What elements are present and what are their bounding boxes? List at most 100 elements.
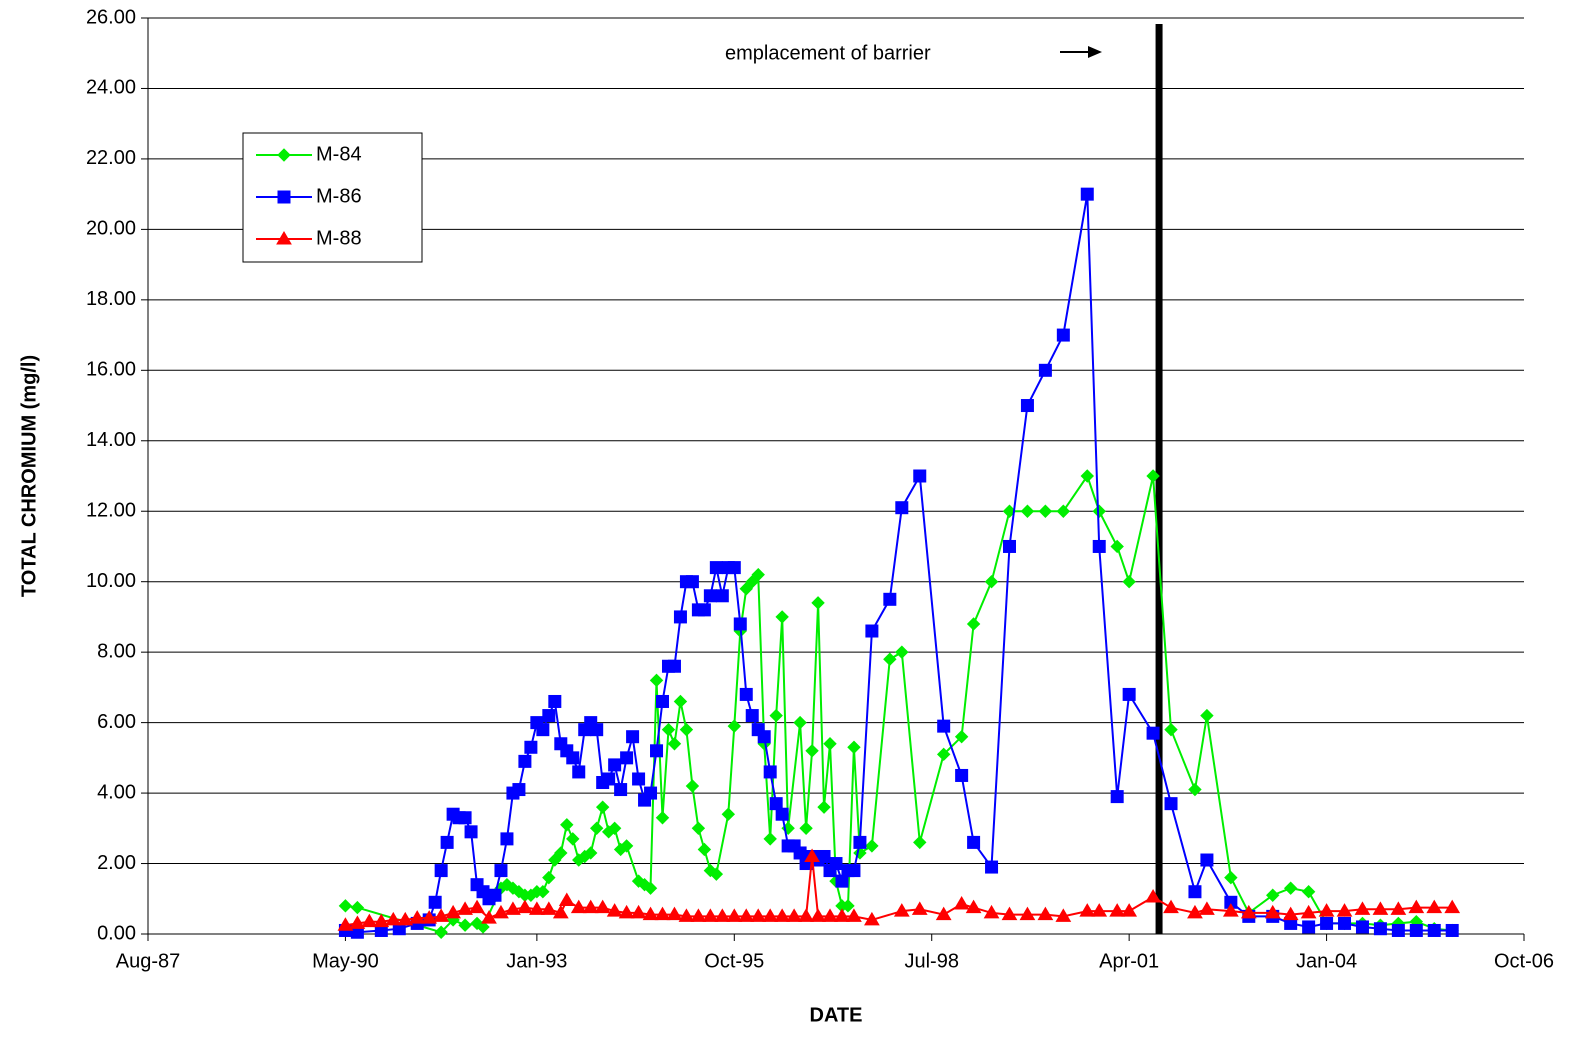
marker — [1266, 888, 1280, 902]
x-tick-label: Apr-01 — [1099, 950, 1159, 972]
marker — [1282, 906, 1299, 921]
marker — [1122, 687, 1136, 701]
legend-marker — [276, 231, 292, 245]
marker — [1283, 881, 1298, 895]
marker — [709, 867, 724, 881]
marker — [893, 903, 910, 917]
marker — [536, 885, 550, 899]
marker — [883, 592, 897, 606]
marker — [841, 899, 855, 913]
marker — [542, 870, 556, 885]
marker — [799, 821, 813, 836]
marker — [1109, 903, 1126, 917]
marker — [1408, 899, 1425, 914]
marker — [421, 910, 438, 924]
marker — [1188, 782, 1202, 797]
marker — [350, 900, 365, 915]
marker — [911, 901, 928, 915]
marker — [637, 877, 652, 892]
marker — [775, 807, 789, 821]
x-tick-label: Oct-95 — [704, 950, 764, 972]
marker — [445, 904, 461, 919]
y-tick-label: 16.00 — [86, 359, 136, 381]
marker — [673, 694, 688, 709]
legend-label: M-84 — [316, 143, 362, 165]
x-tick-label: Jan-93 — [506, 950, 567, 972]
marker — [846, 908, 862, 922]
marker — [458, 918, 472, 932]
marker — [548, 694, 562, 708]
marker — [656, 694, 670, 708]
marker — [428, 895, 442, 909]
marker — [582, 899, 599, 914]
marker — [1188, 885, 1202, 899]
marker — [1092, 539, 1106, 553]
marker — [690, 908, 707, 922]
marker — [763, 765, 777, 779]
marker — [518, 754, 532, 768]
y-tick-label: 6.00 — [97, 711, 136, 733]
marker — [542, 709, 556, 723]
marker — [661, 722, 676, 737]
marker — [1240, 904, 1257, 919]
marker — [1020, 399, 1034, 413]
marker — [1187, 904, 1203, 919]
marker — [679, 722, 694, 737]
marker — [1020, 504, 1035, 518]
marker — [1222, 903, 1239, 917]
marker — [805, 744, 819, 758]
marker — [1002, 539, 1016, 553]
marker — [554, 846, 568, 860]
x-tick-label: May-90 — [312, 950, 379, 972]
marker — [1391, 923, 1405, 937]
y-tick-label: 18.00 — [86, 288, 136, 310]
marker — [769, 708, 783, 723]
y-tick-label: 8.00 — [97, 640, 136, 662]
marker — [895, 501, 909, 515]
marker — [528, 901, 545, 915]
legend-marker — [277, 148, 291, 162]
marker — [935, 906, 952, 921]
marker — [349, 915, 366, 929]
marker — [757, 730, 771, 744]
marker — [714, 908, 731, 922]
marker — [643, 881, 658, 895]
marker — [685, 779, 700, 793]
marker — [488, 888, 502, 902]
marker — [632, 772, 646, 786]
marker — [1409, 923, 1423, 937]
marker — [750, 908, 767, 922]
marker — [1199, 901, 1215, 915]
marker — [727, 561, 741, 575]
marker — [721, 807, 736, 821]
marker — [1164, 722, 1178, 737]
marker — [524, 740, 538, 754]
marker — [558, 892, 575, 907]
marker — [738, 908, 755, 922]
marker — [985, 860, 999, 874]
marker — [570, 899, 587, 914]
y-tick-label: 0.00 — [97, 922, 136, 944]
marker — [822, 908, 838, 922]
marker — [793, 715, 807, 730]
marker — [500, 832, 514, 846]
marker — [434, 925, 448, 939]
marker — [1091, 903, 1108, 917]
marker — [1302, 920, 1316, 934]
marker — [775, 610, 789, 624]
marker — [457, 901, 473, 915]
marker — [733, 617, 747, 631]
marker — [1037, 906, 1054, 921]
marker — [1427, 923, 1441, 937]
marker — [739, 687, 753, 701]
marker — [630, 904, 647, 919]
y-axis-title: TOTAL CHROMIUM (mg/l) — [18, 355, 40, 597]
marker — [984, 574, 999, 589]
marker — [493, 904, 509, 919]
marker — [594, 899, 611, 914]
marker — [936, 747, 951, 762]
x-tick-label: Aug-87 — [116, 950, 181, 972]
marker — [864, 911, 880, 926]
marker — [464, 825, 478, 839]
